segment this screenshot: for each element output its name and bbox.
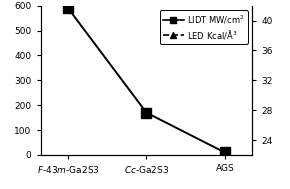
- Legend: LIDT MW/cm$^2$, LED Kcal/Å$^3$: LIDT MW/cm$^2$, LED Kcal/Å$^3$: [160, 10, 248, 44]
- Line: LIDT MW/cm$^2$: LIDT MW/cm$^2$: [63, 3, 230, 157]
- LIDT MW/cm$^2$: [66, 7, 70, 9]
- LIDT MW/cm$^2$: [145, 112, 148, 114]
- LIDT MW/cm$^2$: [223, 151, 226, 154]
